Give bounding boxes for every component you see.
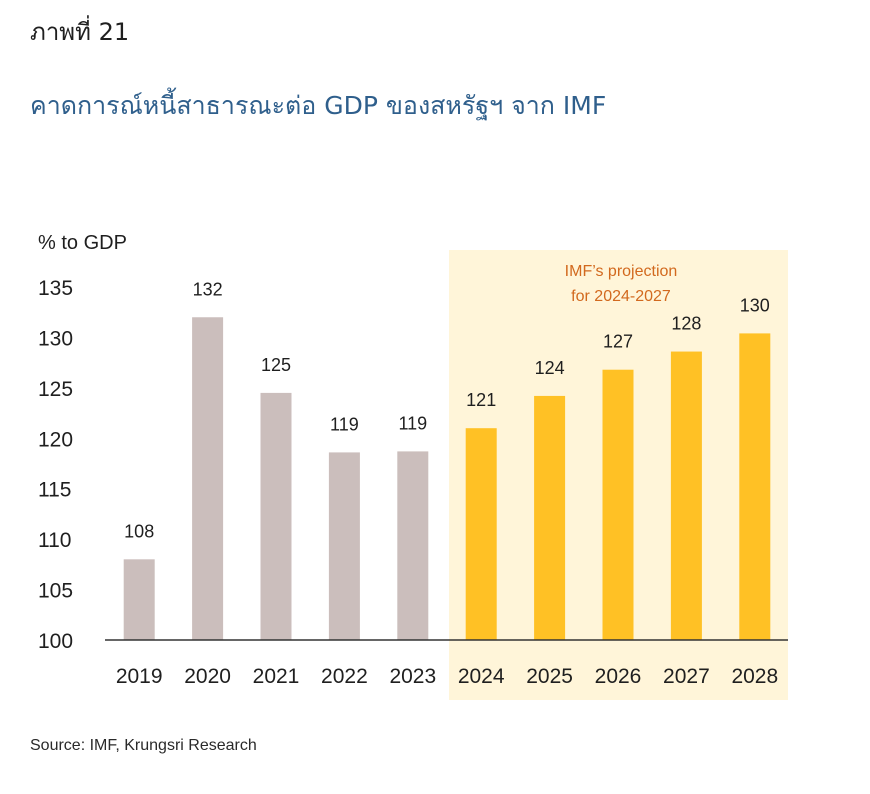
data-label-2021: 125	[261, 355, 291, 375]
data-label-2024: 121	[466, 390, 496, 410]
x-tick-label-2028: 2028	[731, 665, 778, 688]
y-tick-label-100: 100	[38, 630, 73, 653]
x-tick-label-2019: 2019	[116, 665, 163, 688]
chart-title: คาดการณ์หนี้สาธารณะต่อ GDP ของสหรัฐฯ จาก…	[30, 91, 607, 120]
bar-2021	[260, 392, 292, 640]
bar-2020	[192, 317, 224, 640]
projection-note-line-1: IMF’s projection	[565, 263, 678, 280]
data-label-2026: 127	[603, 332, 633, 352]
data-label-2019: 108	[124, 521, 154, 541]
y-tick-label-110: 110	[38, 529, 71, 552]
x-tick-label-2026: 2026	[595, 665, 642, 688]
y-tick-label-120: 120	[38, 428, 73, 451]
data-label-2027: 128	[671, 314, 701, 334]
bar-2024	[465, 428, 497, 640]
data-label-2023: 119	[398, 413, 427, 433]
x-tick-label-2027: 2027	[663, 665, 710, 688]
x-tick-label-2023: 2023	[389, 665, 436, 688]
projection-note-line-2: for 2024-2027	[571, 288, 671, 305]
x-tick-label-2024: 2024	[458, 665, 505, 688]
x-tick-label-2025: 2025	[526, 665, 573, 688]
data-label-2028: 130	[740, 295, 770, 315]
bar-2023	[397, 451, 429, 640]
source-note: Source: IMF, Krungsri Research	[30, 737, 257, 754]
data-label-2020: 132	[193, 279, 223, 299]
x-tick-label-2022: 2022	[321, 665, 368, 688]
y-tick-label-105: 105	[38, 580, 73, 603]
bar-2028	[739, 333, 771, 640]
data-label-2025: 124	[535, 358, 565, 378]
y-tick-label-115: 115	[38, 479, 71, 502]
y-tick-label-130: 130	[38, 327, 73, 350]
bar-2019	[123, 559, 155, 640]
y-tick-label-135: 135	[38, 277, 73, 300]
bar-2027	[670, 351, 702, 640]
figure-label: ภาพที่ 21	[30, 18, 130, 46]
y-tick-label-125: 125	[38, 378, 73, 401]
bar-2025	[534, 395, 566, 640]
bar-2022	[328, 452, 360, 640]
data-label-2022: 119	[330, 414, 359, 434]
y-axis-label: % to GDP	[38, 232, 127, 254]
bar-2026	[602, 369, 634, 640]
x-tick-label-2021: 2021	[253, 665, 300, 688]
x-tick-label-2020: 2020	[184, 665, 231, 688]
